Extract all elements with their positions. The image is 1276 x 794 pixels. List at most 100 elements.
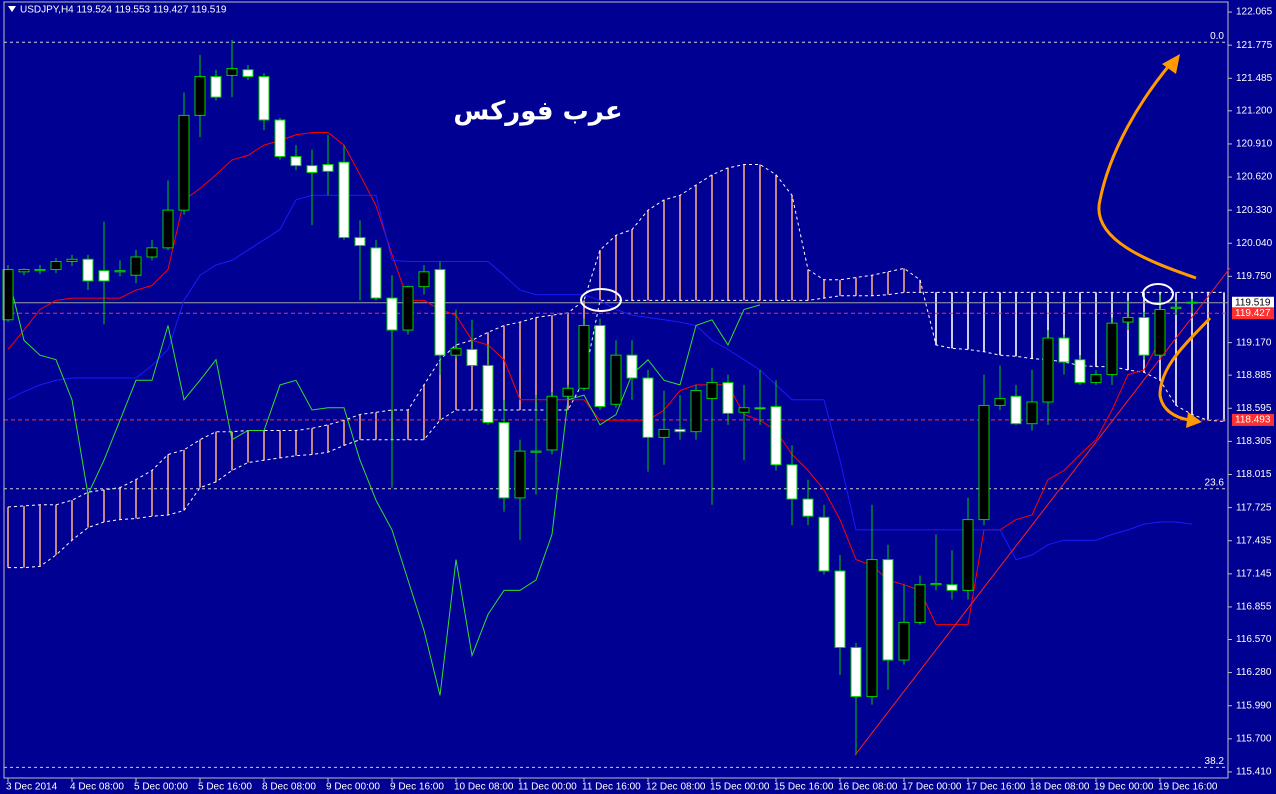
indicator-line bbox=[7, 194, 1193, 561]
candle-body bbox=[642, 377, 654, 438]
candle-body bbox=[1026, 401, 1038, 425]
y-tick-label: 115.990 bbox=[1236, 700, 1272, 711]
candle-body bbox=[594, 324, 606, 408]
y-tick-label: 120.330 bbox=[1236, 205, 1273, 216]
candle-body bbox=[1138, 316, 1150, 356]
y-tick-label: 118.305 bbox=[1236, 436, 1272, 447]
candle-body bbox=[818, 516, 830, 572]
candle-body bbox=[274, 119, 286, 157]
candle-body bbox=[674, 428, 686, 433]
candle-body bbox=[898, 621, 910, 661]
candle-body bbox=[882, 559, 894, 661]
x-tick-label: 16 Dec 08:00 bbox=[838, 782, 898, 793]
plot-area bbox=[2, 40, 1228, 768]
candle-body bbox=[66, 258, 78, 263]
candle-body bbox=[498, 422, 510, 499]
candle-body bbox=[610, 354, 622, 405]
indicator-line bbox=[7, 132, 1161, 626]
price-label: 119.427 bbox=[1235, 308, 1271, 319]
x-tick-label: 17 Dec 00:00 bbox=[902, 782, 962, 793]
x-tick-label: 15 Dec 16:00 bbox=[774, 782, 834, 793]
highlight-ellipse bbox=[580, 288, 622, 312]
candle-body bbox=[210, 76, 222, 98]
price-label: 118.493 bbox=[1235, 415, 1271, 426]
candle-body bbox=[226, 68, 238, 76]
candle-body bbox=[178, 114, 190, 211]
x-tick-label: 17 Dec 16:00 bbox=[966, 782, 1026, 793]
candle-body bbox=[386, 297, 398, 331]
y-tick-label: 116.855 bbox=[1236, 602, 1272, 613]
x-tick-label: 5 Dec 00:00 bbox=[134, 782, 188, 793]
x-tick-label: 8 Dec 08:00 bbox=[262, 782, 316, 793]
candle-body bbox=[546, 395, 558, 451]
price-box bbox=[1232, 413, 1274, 426]
x-tick-label: 10 Dec 08:00 bbox=[454, 782, 514, 793]
candle-body bbox=[82, 258, 94, 282]
candle-body bbox=[514, 450, 526, 499]
candle-body bbox=[914, 584, 926, 623]
fibo-label: 23.6 bbox=[1205, 477, 1225, 488]
x-tick-label: 11 Dec 16:00 bbox=[582, 782, 641, 793]
arrow-down bbox=[1158, 316, 1212, 422]
price-label: 119.519 bbox=[1235, 297, 1271, 308]
x-tick-label: 12 Dec 08:00 bbox=[646, 782, 706, 793]
candle-body bbox=[994, 398, 1006, 406]
candle-body bbox=[450, 347, 462, 356]
candle-body bbox=[1058, 337, 1070, 363]
x-tick-label: 9 Dec 16:00 bbox=[390, 782, 444, 793]
candle-body bbox=[242, 69, 254, 78]
candle-body bbox=[770, 406, 782, 466]
x-tick-label: 19 Dec 16:00 bbox=[1158, 782, 1218, 793]
y-tick-label: 120.620 bbox=[1236, 172, 1273, 183]
candle-body bbox=[978, 404, 990, 521]
candle-body bbox=[258, 76, 270, 121]
candle-body bbox=[802, 498, 814, 517]
candle-body bbox=[1170, 306, 1182, 309]
candle-body bbox=[322, 163, 334, 172]
candle-body bbox=[306, 165, 318, 173]
candle-body bbox=[34, 269, 46, 272]
candle-body bbox=[850, 646, 862, 698]
candle-body bbox=[146, 247, 158, 258]
price-box bbox=[1232, 296, 1274, 309]
candle-body bbox=[194, 76, 206, 116]
candle-body bbox=[1010, 395, 1022, 425]
candle-body bbox=[1090, 374, 1102, 384]
y-tick-label: 118.015 bbox=[1236, 469, 1272, 480]
y-tick-label: 117.435 bbox=[1236, 535, 1272, 546]
candle-body bbox=[946, 584, 958, 591]
candle-body bbox=[562, 387, 574, 397]
candle-body bbox=[530, 450, 542, 453]
candle-body bbox=[2, 269, 14, 321]
cloud-edge bbox=[7, 164, 1225, 508]
trend-line bbox=[854, 267, 1231, 756]
candle-body bbox=[482, 364, 494, 424]
y-tick-label: 120.910 bbox=[1236, 139, 1273, 150]
y-tick-label: 117.145 bbox=[1236, 568, 1272, 579]
y-tick-label: 118.595 bbox=[1236, 403, 1272, 414]
candle-body bbox=[162, 209, 174, 249]
candle-body bbox=[834, 570, 846, 648]
y-tick-label: 121.775 bbox=[1236, 40, 1273, 51]
y-tick-label: 116.570 bbox=[1236, 634, 1272, 645]
x-tick-label: 4 Dec 08:00 bbox=[70, 782, 124, 793]
price-box bbox=[1232, 307, 1274, 320]
candle-body bbox=[114, 270, 126, 273]
plot-frame bbox=[3, 1, 1229, 779]
y-tick-label: 121.200 bbox=[1236, 105, 1273, 116]
highlight-ellipse bbox=[1142, 283, 1174, 305]
y-tick-label: 116.280 bbox=[1236, 667, 1272, 678]
candle-body bbox=[722, 382, 734, 414]
y-tick-label: 118.885 bbox=[1236, 370, 1272, 381]
x-tick-label: 15 Dec 00:00 bbox=[710, 782, 770, 793]
fibo-label: 0.0 bbox=[1210, 31, 1224, 42]
y-tick-label: 115.700 bbox=[1236, 733, 1272, 744]
candle-body bbox=[626, 354, 638, 379]
x-tick-label: 18 Dec 08:00 bbox=[1030, 782, 1090, 793]
x-tick-label: 9 Dec 00:00 bbox=[326, 782, 380, 793]
x-tick-label: 11 Dec 00:00 bbox=[518, 782, 577, 793]
arrow-up bbox=[1097, 61, 1197, 280]
candle-body bbox=[434, 269, 446, 356]
